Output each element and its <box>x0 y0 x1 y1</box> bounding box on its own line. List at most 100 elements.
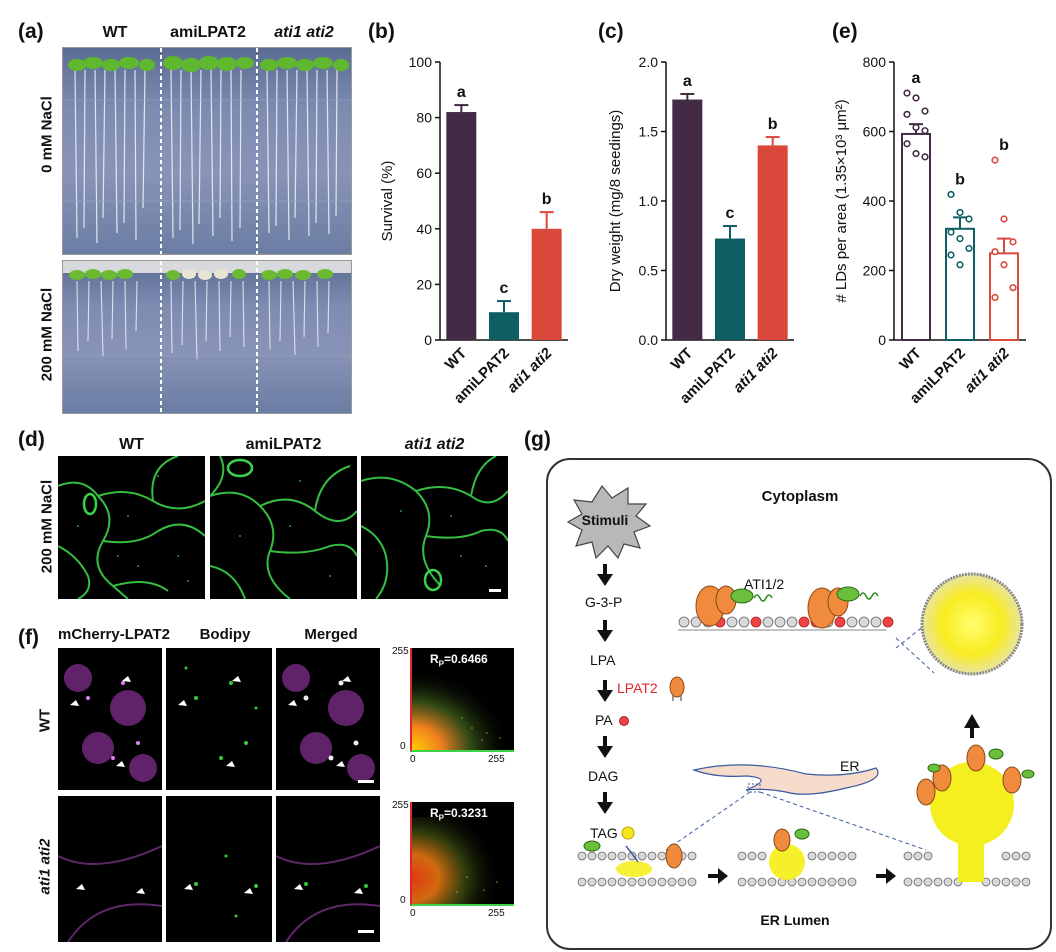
scatter-ati-xzero: 0 <box>410 908 416 919</box>
data-point <box>921 107 929 115</box>
image-ati-mcherry <box>58 796 162 942</box>
ati-label: ATI1/2 <box>744 576 785 592</box>
image-ati-merged-art <box>276 845 380 942</box>
y-tick-label: 800 <box>863 54 887 70</box>
confocal-ati <box>361 456 508 599</box>
scatter-ati-art <box>412 817 512 904</box>
panel-f-header-bodipy: Bodipy <box>199 626 251 643</box>
y-tick-label: 0.5 <box>639 263 659 279</box>
data-point <box>956 261 964 269</box>
data-point <box>956 208 964 217</box>
lpat2-icon-small <box>669 676 685 701</box>
image-ati-bodipy <box>166 796 272 942</box>
data-point <box>956 235 964 243</box>
panel-f-header-mcherry: mCherry-LPAT2 <box>58 626 170 643</box>
significance-letter: b <box>999 137 1009 154</box>
er-shape <box>691 764 879 795</box>
step-lpa: LPA <box>590 652 616 668</box>
data-point <box>921 127 929 135</box>
cytoplasm-label: Cytoplasm <box>761 488 839 505</box>
data-point <box>912 94 920 102</box>
scatter-wt-art <box>412 668 512 750</box>
bar <box>715 238 745 340</box>
panel-a-header-wt: WT <box>102 24 128 41</box>
x-tick-label: ati1 ati2 <box>504 344 556 396</box>
y-tick-label: 0 <box>424 332 432 348</box>
data-point <box>1000 261 1008 269</box>
y-axis-label: Dry weight (mg/8 seedings) <box>607 110 624 293</box>
confocal-amilpat2 <box>210 456 357 599</box>
panel-d-header-wt: WT <box>119 436 144 453</box>
y-tick-label: 400 <box>863 193 887 209</box>
bar <box>672 99 703 340</box>
scatter-wt-plot: RP=0.6466 <box>410 648 514 752</box>
y-tick-label: 40 <box>416 221 432 237</box>
y-tick-label: 2.0 <box>639 54 659 70</box>
panel-a-row-label-200: 200 mM NaCl <box>38 287 56 382</box>
scatter-wt: 255 0 0 255 RP=0.6466 <box>392 646 516 772</box>
data-point <box>991 293 999 302</box>
chart-lds-per-area: 0 200 400 600 800 # LDs per area (1.35×10³ μm… <box>833 54 1026 407</box>
er-lumen-label: ER Lumen <box>760 912 830 928</box>
panel-a-label: (a) <box>18 20 44 43</box>
panel-a-header-amilpat2: amiLPAT2 <box>170 24 246 41</box>
lpat2-label: LPAT2 <box>617 680 658 696</box>
panel-f-header-merged: Merged <box>304 626 358 643</box>
schematic-frame <box>546 458 1052 950</box>
x-tick-label: ati1 ati2 <box>730 344 782 396</box>
panel-d-header-ati: ati1 ati2 <box>404 436 465 453</box>
panel-f-row-label-wt: WT <box>36 708 54 733</box>
significance-letter: c <box>726 205 735 222</box>
image-wt-bodipy-art <box>178 666 258 767</box>
bar <box>531 228 562 340</box>
chart-dry-weight: 0.0 0.5 1.0 1.5 2.0 Dry weight (mg/8 seedings… <box>607 54 794 407</box>
data-point <box>1009 238 1017 246</box>
y-tick-label: 20 <box>416 276 432 292</box>
scatter-ati-ymax: 255 <box>392 800 409 811</box>
pathway-arrows <box>597 564 613 814</box>
panel-b-label: (b) <box>368 20 395 43</box>
scatter-wt-ymax: 255 <box>392 646 409 657</box>
scatter-ati-rp-symbol: R <box>430 806 439 820</box>
image-ati-mcherry-art <box>58 845 162 942</box>
data-point <box>947 251 955 259</box>
x-tick-label: WT <box>668 345 697 374</box>
up-arrow <box>964 714 980 728</box>
y-tick-label: 600 <box>863 124 887 140</box>
image-wt-mcherry <box>58 648 162 790</box>
upper-membrane <box>678 585 894 631</box>
data-point <box>991 156 999 164</box>
step-tag: TAG <box>590 825 618 841</box>
y-tick-label: 200 <box>863 263 887 279</box>
progress-arrows <box>708 868 896 884</box>
seedling-plate-salt-art <box>63 261 351 413</box>
data-point <box>1000 215 1008 223</box>
seedling-plate-salt <box>62 260 352 414</box>
significance-letter: b <box>955 171 965 188</box>
panel-a-row-label-0: 0 mM NaCl <box>38 96 56 173</box>
image-wt-bodipy <box>166 648 272 790</box>
stimuli-label: Stimuli <box>581 512 629 528</box>
lipid-droplet <box>920 572 1024 676</box>
scatter-ati-rp-value: =0.3231 <box>444 806 488 820</box>
y-tick-label: 1.5 <box>639 124 659 140</box>
y-axis-label: Survival (%) <box>379 161 396 242</box>
data-point <box>965 244 973 253</box>
x-tick-label: ati1 ati2 <box>961 344 1013 396</box>
scatter-wt-rp-value: =0.6466 <box>444 652 488 666</box>
data-point <box>912 149 920 158</box>
panel-d-label: (d) <box>18 428 45 451</box>
bar <box>446 112 477 340</box>
y-tick-label: 80 <box>416 110 432 126</box>
x-tick-label: WT <box>442 345 471 374</box>
data-point <box>947 190 955 199</box>
data-point <box>903 140 911 148</box>
scatter-wt-rp-sub: P <box>438 659 445 669</box>
confocal-wt-art <box>58 456 205 599</box>
seedling-plate-control <box>62 47 352 255</box>
scatter-wt-xmax: 255 <box>488 754 505 765</box>
tag-dot <box>621 826 635 840</box>
bar <box>757 145 788 340</box>
panel-c-label: (c) <box>598 20 624 43</box>
data-point <box>947 228 955 236</box>
